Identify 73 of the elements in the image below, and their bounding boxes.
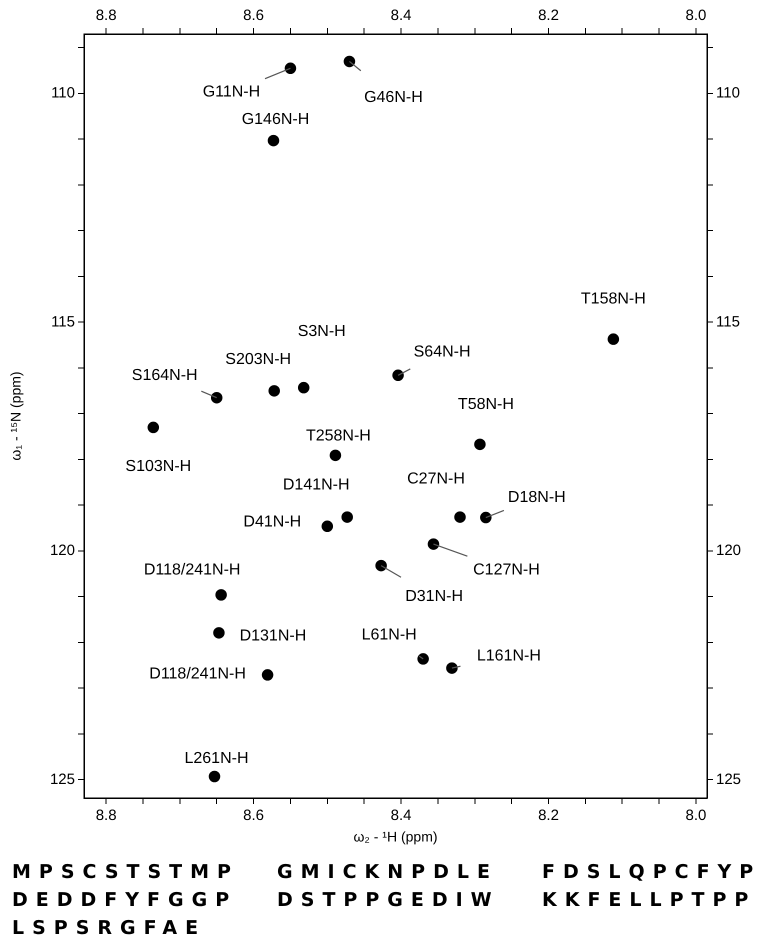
point xyxy=(268,134,280,146)
annotation: C27N-H xyxy=(407,470,465,488)
point xyxy=(215,589,227,601)
annotation: D118/241N-H xyxy=(144,561,240,578)
y2-tick-label: 125 xyxy=(716,770,742,788)
y2-tick-label: 115 xyxy=(716,313,740,330)
annotation: S164N-H xyxy=(132,367,198,384)
annotation: G46N-H xyxy=(364,88,423,106)
point xyxy=(341,511,353,523)
point xyxy=(608,333,620,345)
x-tick-label: 8.4 xyxy=(390,807,412,824)
text: DEDDFYFGGP xyxy=(12,888,238,913)
y-axis-title: ω₁ - ¹⁵N (ppm) xyxy=(7,371,24,461)
text: FDSLQPCFYP xyxy=(542,860,762,885)
annotation: G146N-H xyxy=(242,111,310,128)
x2-tick-label: 8.6 xyxy=(243,7,264,24)
x2-tick-label: 8.0 xyxy=(686,7,706,24)
y2-tick-label: 120 xyxy=(716,542,742,560)
x-tick-label: 8.2 xyxy=(538,807,559,824)
point xyxy=(284,62,296,74)
annotation: S103N-H xyxy=(125,458,192,475)
point xyxy=(262,669,274,681)
point xyxy=(298,382,310,394)
point xyxy=(268,385,280,397)
annotation: T258N-H xyxy=(306,428,371,445)
annotation: S203N-H xyxy=(225,351,292,368)
point xyxy=(210,392,222,404)
point xyxy=(474,438,486,450)
text: MPSCSTSTMP xyxy=(12,860,240,885)
y-tick-label: 110 xyxy=(51,84,75,102)
text: KKFELLPTPP xyxy=(542,888,758,913)
point xyxy=(344,56,356,68)
y2-tick-label: 110 xyxy=(716,84,740,102)
annotation: L161N-H xyxy=(476,647,541,664)
annotation: C127N-H xyxy=(473,562,540,578)
text: DSTPPGEDIW xyxy=(277,888,501,913)
point xyxy=(446,662,458,674)
point xyxy=(417,653,429,665)
y-tick-label: 120 xyxy=(50,542,75,560)
annotation: D118/241N-H xyxy=(149,665,246,682)
point xyxy=(392,370,404,382)
x-tick-label: 8.6 xyxy=(243,807,264,824)
x2-tick-label: 8.8 xyxy=(96,7,117,24)
text: GMICKNPDLE xyxy=(277,860,499,885)
point xyxy=(330,450,342,462)
annotation: L261N-H xyxy=(184,750,249,767)
annotation: D131N-H xyxy=(240,627,306,644)
point xyxy=(375,560,387,572)
point xyxy=(213,627,225,639)
point xyxy=(208,770,220,782)
annotation: D31N-H xyxy=(405,588,464,606)
x2-tick-label: 8.2 xyxy=(538,7,559,24)
point xyxy=(148,422,160,434)
annotation: D141N-H xyxy=(282,476,350,494)
x2-tick-label: 8.4 xyxy=(390,7,412,24)
x-axis-title: ω₂ - ¹H (ppm) xyxy=(353,828,438,844)
annotation: D41N-H xyxy=(243,514,302,531)
y-tick-label: 115 xyxy=(51,313,75,330)
annotation: S64N-H xyxy=(414,344,471,361)
annotation: T158N-H xyxy=(580,290,646,308)
x-tick-label: 8.0 xyxy=(686,807,706,824)
annotation: L61N-H xyxy=(362,626,417,644)
point xyxy=(322,520,334,532)
x-tick-label: 8.8 xyxy=(96,807,117,824)
text: LSPSRGFAE xyxy=(12,916,208,941)
point xyxy=(454,511,466,523)
point xyxy=(428,538,440,550)
annotation: G11N-H xyxy=(202,84,260,101)
y-tick-label: 125 xyxy=(50,770,75,788)
point xyxy=(480,512,492,524)
annotation: T58N-H xyxy=(458,396,514,413)
annotation: D18N-H xyxy=(508,488,566,506)
annotation: S3N-H xyxy=(298,323,346,340)
